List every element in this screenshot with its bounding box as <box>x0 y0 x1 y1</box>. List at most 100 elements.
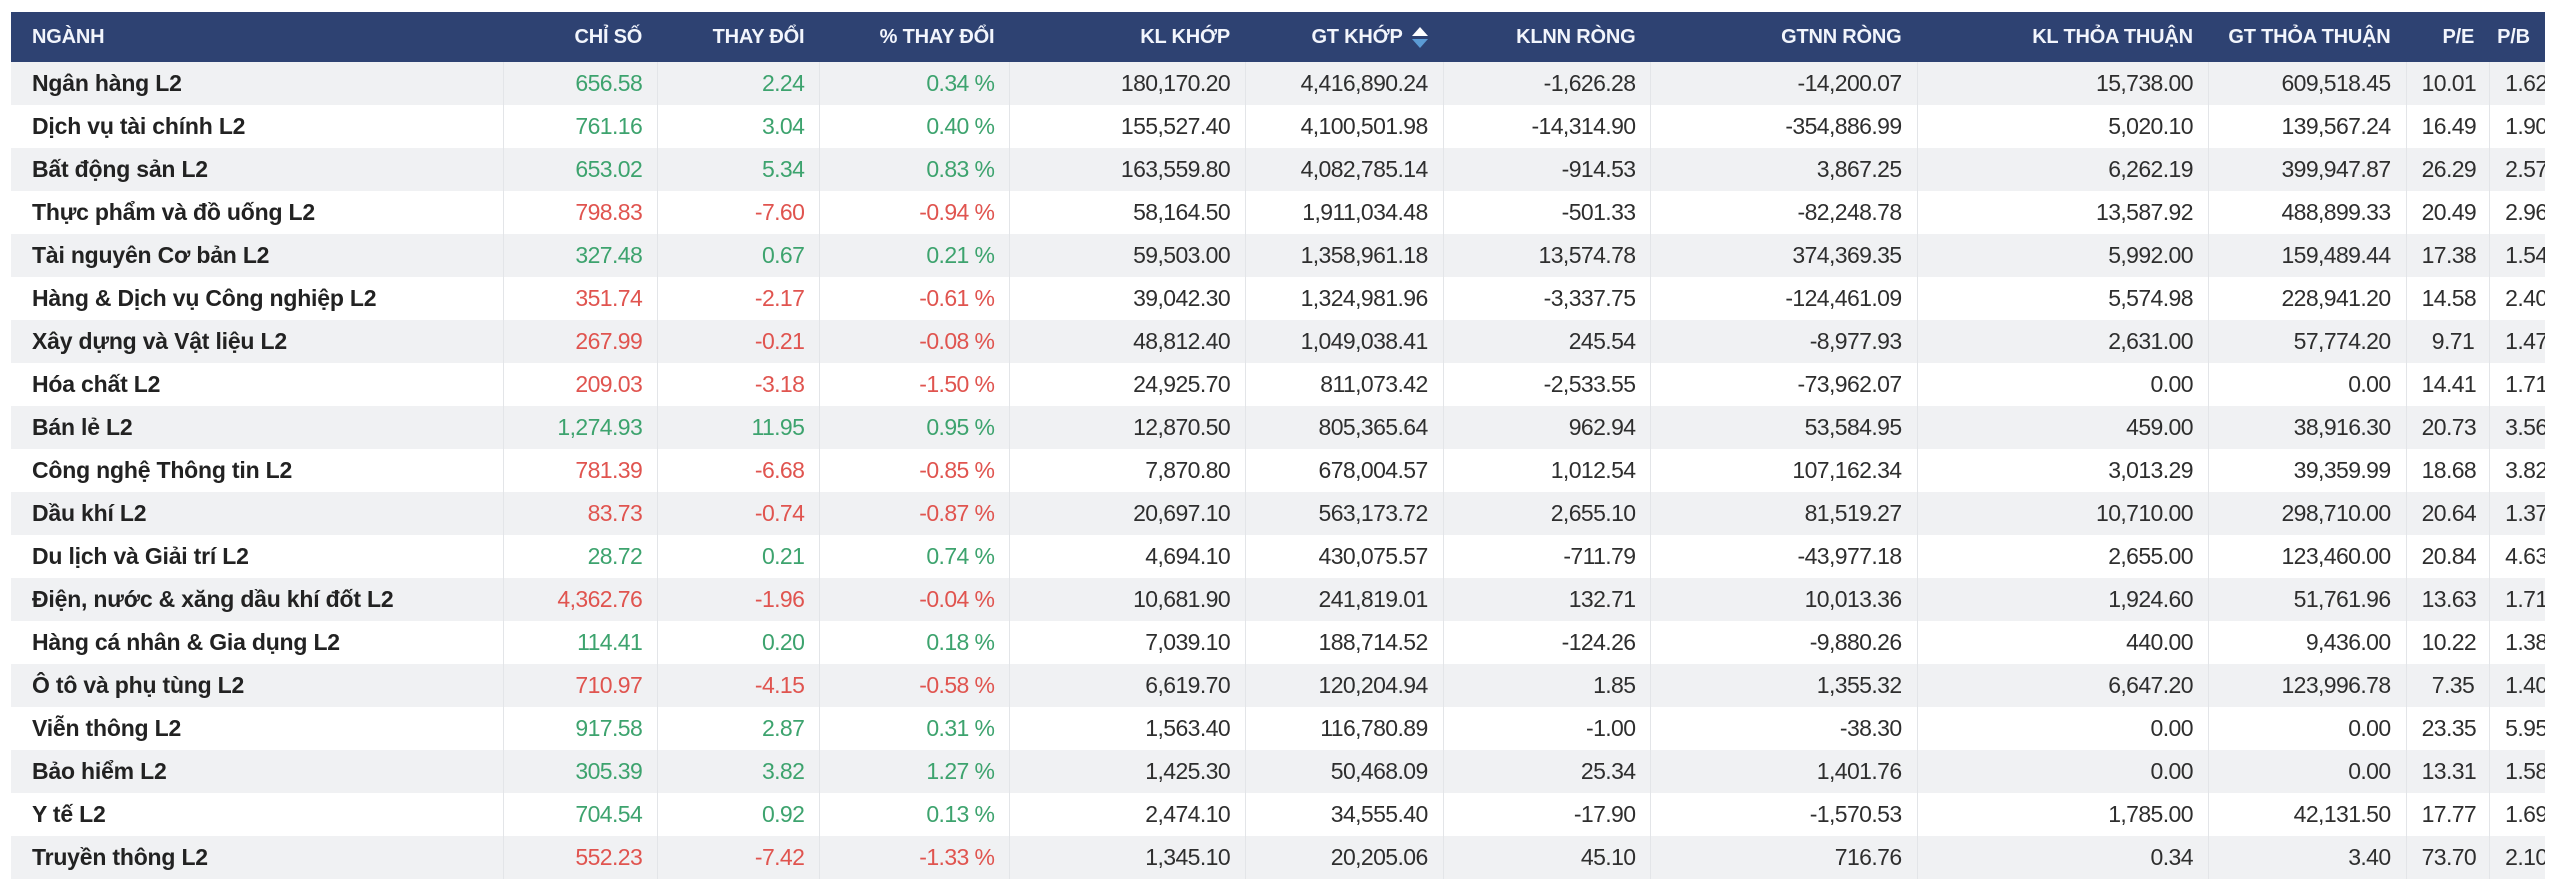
table-row[interactable]: Ô tô và phụ tùng L2 710.97 -4.15 -0.58 % 6,6… <box>11 664 2545 707</box>
table-row[interactable]: Hóa chất L2 209.03 -3.18 -1.50 % 24,925.70 81… <box>11 363 2545 406</box>
cell-chi_so: 917.58 <box>502 707 658 750</box>
cell-pb: 1.47 <box>2489 320 2545 363</box>
cell-gt_thoa_thuan: 228,941.20 <box>2207 277 2406 320</box>
cell-kl_thoa_thuan: 5,992.00 <box>1916 234 2208 277</box>
cell-chi_so: 4,362.76 <box>502 578 658 621</box>
cell-gt_khop: 430,075.57 <box>1245 535 1443 578</box>
cell-pb: 1.71 <box>2489 363 2545 406</box>
table-row[interactable]: Hàng cá nhân & Gia dụng L2 114.41 0.20 0.18… <box>11 621 2545 664</box>
table-row[interactable]: Bảo hiểm L2 305.39 3.82 1.27 % 1,425.30 50,46… <box>11 750 2545 793</box>
cell-nganh: Bất động sản L2 <box>32 156 208 182</box>
cell-gt_khop: 678,004.57 <box>1245 449 1443 492</box>
cell-klnn_rong: 1,012.54 <box>1442 449 1651 492</box>
table-row[interactable]: Y tế L2 704.54 0.92 0.13 % 2,474.10 34,555.40… <box>11 793 2545 836</box>
cell-klnn_rong: 132.71 <box>1442 578 1651 621</box>
cell-gt_khop: 50,468.09 <box>1245 750 1443 793</box>
cell-pct_thay_doi: -0.94 % <box>819 191 1009 234</box>
cell-thay_doi: -1.96 <box>657 578 819 621</box>
sort-desc-arrow-icon <box>1411 38 1428 48</box>
cell-kl_thoa_thuan: 2,655.00 <box>1916 535 2208 578</box>
column-header-kl_thoa_thuan[interactable]: KL THỎA THUẬN <box>1917 12 2208 62</box>
cell-chi_so: 761.16 <box>502 105 658 148</box>
column-header-klnn_rong[interactable]: KLNN RÒNG <box>1443 12 1651 62</box>
column-header-chi_so[interactable]: CHỈ SỐ <box>503 12 658 62</box>
column-header-pct_thay_doi[interactable]: % THAY ĐỔI <box>819 12 1009 62</box>
cell-pct_thay_doi: 0.95 % <box>819 406 1009 449</box>
table-row[interactable]: Thực phẩm và đồ uống L2 798.83 -7.60 -0.94 … <box>11 191 2545 234</box>
table-row[interactable]: Dịch vụ tài chính L2 761.16 3.04 0.40 % 155,… <box>11 105 2545 148</box>
cell-kl_khop: 58,164.50 <box>1009 191 1245 234</box>
sort-asc-arrow-icon <box>1411 26 1428 36</box>
cell-gt_khop: 20,205.06 <box>1245 836 1443 879</box>
table-row[interactable]: Bán lẻ L2 1,274.93 11.95 0.95 % 12,870.50 805… <box>11 406 2545 449</box>
cell-pe: 13.63 <box>2405 578 2490 621</box>
table-row[interactable]: Công nghệ Thông tin L2 781.39 -6.68 -0.85 %… <box>11 449 2545 492</box>
cell-kl_thoa_thuan: 0.00 <box>1916 707 2208 750</box>
cell-pct_thay_doi: 0.31 % <box>819 707 1009 750</box>
cell-gt_thoa_thuan: 57,774.20 <box>2207 320 2406 363</box>
cell-nganh: Hàng & Dịch vụ Công nghiệp L2 <box>32 285 377 311</box>
cell-kl_khop: 4,694.10 <box>1009 535 1245 578</box>
column-header-pb[interactable]: P/B <box>2489 12 2545 62</box>
table-row[interactable]: Dầu khí L2 83.73 -0.74 -0.87 % 20,697.10 563,… <box>11 492 2545 535</box>
table-row[interactable]: Điện, nước & xăng dầu khí đốt L2 4,362.76… <box>11 578 2545 621</box>
cell-gt_khop: 1,911,034.48 <box>1245 191 1443 234</box>
cell-klnn_rong: -501.33 <box>1442 191 1651 234</box>
cell-pb: 2.10 <box>2489 836 2545 879</box>
column-header-gt_thoa_thuan[interactable]: GT THỎA THUẬN <box>2208 12 2406 62</box>
cell-kl_thoa_thuan: 459.00 <box>1916 406 2208 449</box>
cell-kl_thoa_thuan: 0.34 <box>1916 836 2208 879</box>
cell-nganh: Truyền thông L2 <box>32 844 208 870</box>
cell-klnn_rong: 1.85 <box>1442 664 1651 707</box>
cell-nganh: Hàng cá nhân & Gia dụng L2 <box>32 629 340 655</box>
cell-pe: 10.01 <box>2405 62 2490 105</box>
column-header-kl_khop[interactable]: KL KHỚP <box>1009 12 1245 62</box>
cell-chi_so: 704.54 <box>502 793 658 836</box>
table-row[interactable]: Viễn thông L2 917.58 2.87 0.31 % 1,563.40 116… <box>11 707 2545 750</box>
cell-pb: 2.40 <box>2489 277 2545 320</box>
cell-chi_so: 1,274.93 <box>502 406 658 449</box>
cell-thay_doi: -2.17 <box>657 277 819 320</box>
cell-pct_thay_doi: 0.40 % <box>819 105 1009 148</box>
column-header-gtnn_rong[interactable]: GTNN RÒNG <box>1650 12 1916 62</box>
cell-gtnn_rong: -73,962.07 <box>1650 363 1916 406</box>
cell-thay_doi: 0.20 <box>657 621 819 664</box>
column-header-nganh[interactable]: NGÀNH <box>11 12 503 62</box>
cell-pe: 73.70 <box>2405 836 2490 879</box>
cell-chi_so: 28.72 <box>502 535 658 578</box>
table-row[interactable]: Truyền thông L2 552.23 -7.42 -1.33 % 1,345.1… <box>11 836 2545 879</box>
column-header-label: KL KHỚP <box>1140 25 1231 48</box>
cell-kl_thoa_thuan: 10,710.00 <box>1916 492 2208 535</box>
cell-klnn_rong: 45.10 <box>1442 836 1651 879</box>
table-row[interactable]: Tài nguyên Cơ bản L2 327.48 0.67 0.21 % 59,5… <box>11 234 2545 277</box>
cell-chi_so: 209.03 <box>502 363 658 406</box>
cell-gt_thoa_thuan: 0.00 <box>2207 363 2406 406</box>
cell-kl_thoa_thuan: 1,924.60 <box>1916 578 2208 621</box>
sector-table: NGÀNH CHỈ SỐ THAY ĐỔI % THAY ĐỔI KL KHỚP GT K… <box>11 12 2545 879</box>
cell-gt_thoa_thuan: 51,761.96 <box>2207 578 2406 621</box>
column-header-thay_doi[interactable]: THAY ĐỔI <box>657 12 819 62</box>
cell-gt_khop: 805,365.64 <box>1245 406 1443 449</box>
column-header-label: GT KHỚP <box>1311 25 1403 48</box>
cell-pct_thay_doi: -0.85 % <box>819 449 1009 492</box>
column-header-pe[interactable]: P/E <box>2406 12 2490 62</box>
cell-kl_khop: 1,345.10 <box>1009 836 1245 879</box>
cell-pct_thay_doi: -1.50 % <box>819 363 1009 406</box>
cell-gt_thoa_thuan: 399,947.87 <box>2207 148 2406 191</box>
cell-pb: 1.40 <box>2489 664 2545 707</box>
cell-pb: 2.57 <box>2489 148 2545 191</box>
column-header-gt_khop[interactable]: GT KHỚP <box>1245 12 1443 62</box>
cell-chi_so: 653.02 <box>502 148 658 191</box>
table-row[interactable]: Bất động sản L2 653.02 5.34 0.83 % 163,559.8… <box>11 148 2545 191</box>
cell-gtnn_rong: 3,867.25 <box>1650 148 1916 191</box>
cell-kl_thoa_thuan: 6,262.19 <box>1916 148 2208 191</box>
cell-pct_thay_doi: 1.27 % <box>819 750 1009 793</box>
table-row[interactable]: Du lịch và Giải trí L2 28.72 0.21 0.74 % 4,6… <box>11 535 2545 578</box>
table-row[interactable]: Hàng & Dịch vụ Công nghiệp L2 351.74 -2.17… <box>11 277 2545 320</box>
cell-pb: 1.58 <box>2489 750 2545 793</box>
cell-pe: 14.41 <box>2405 363 2490 406</box>
cell-nganh: Dầu khí L2 <box>32 500 147 526</box>
cell-gtnn_rong: -9,880.26 <box>1650 621 1916 664</box>
table-row[interactable]: Xây dựng và Vật liệu L2 267.99 -0.21 -0.08 … <box>11 320 2545 363</box>
table-row[interactable]: Ngân hàng L2 656.58 2.24 0.34 % 180,170.20 4,… <box>11 62 2545 105</box>
